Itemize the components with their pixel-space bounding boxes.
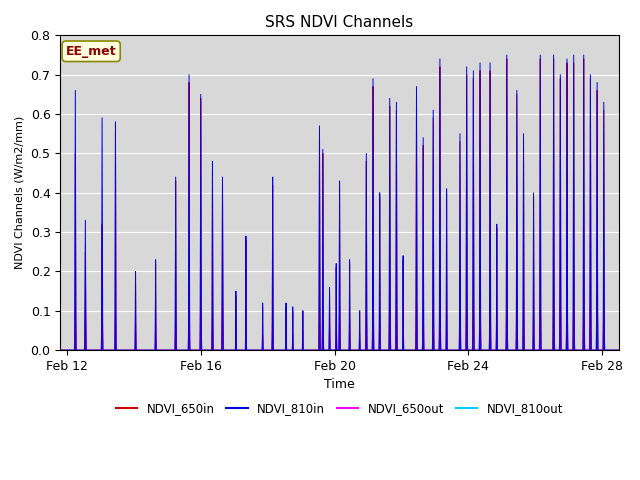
Y-axis label: NDVI Channels (W/m2/mm): NDVI Channels (W/m2/mm) <box>15 116 25 269</box>
Text: EE_met: EE_met <box>66 45 116 58</box>
Title: SRS NDVI Channels: SRS NDVI Channels <box>266 15 413 30</box>
X-axis label: Time: Time <box>324 379 355 392</box>
Legend: NDVI_650in, NDVI_810in, NDVI_650out, NDVI_810out: NDVI_650in, NDVI_810in, NDVI_650out, NDV… <box>111 397 568 420</box>
